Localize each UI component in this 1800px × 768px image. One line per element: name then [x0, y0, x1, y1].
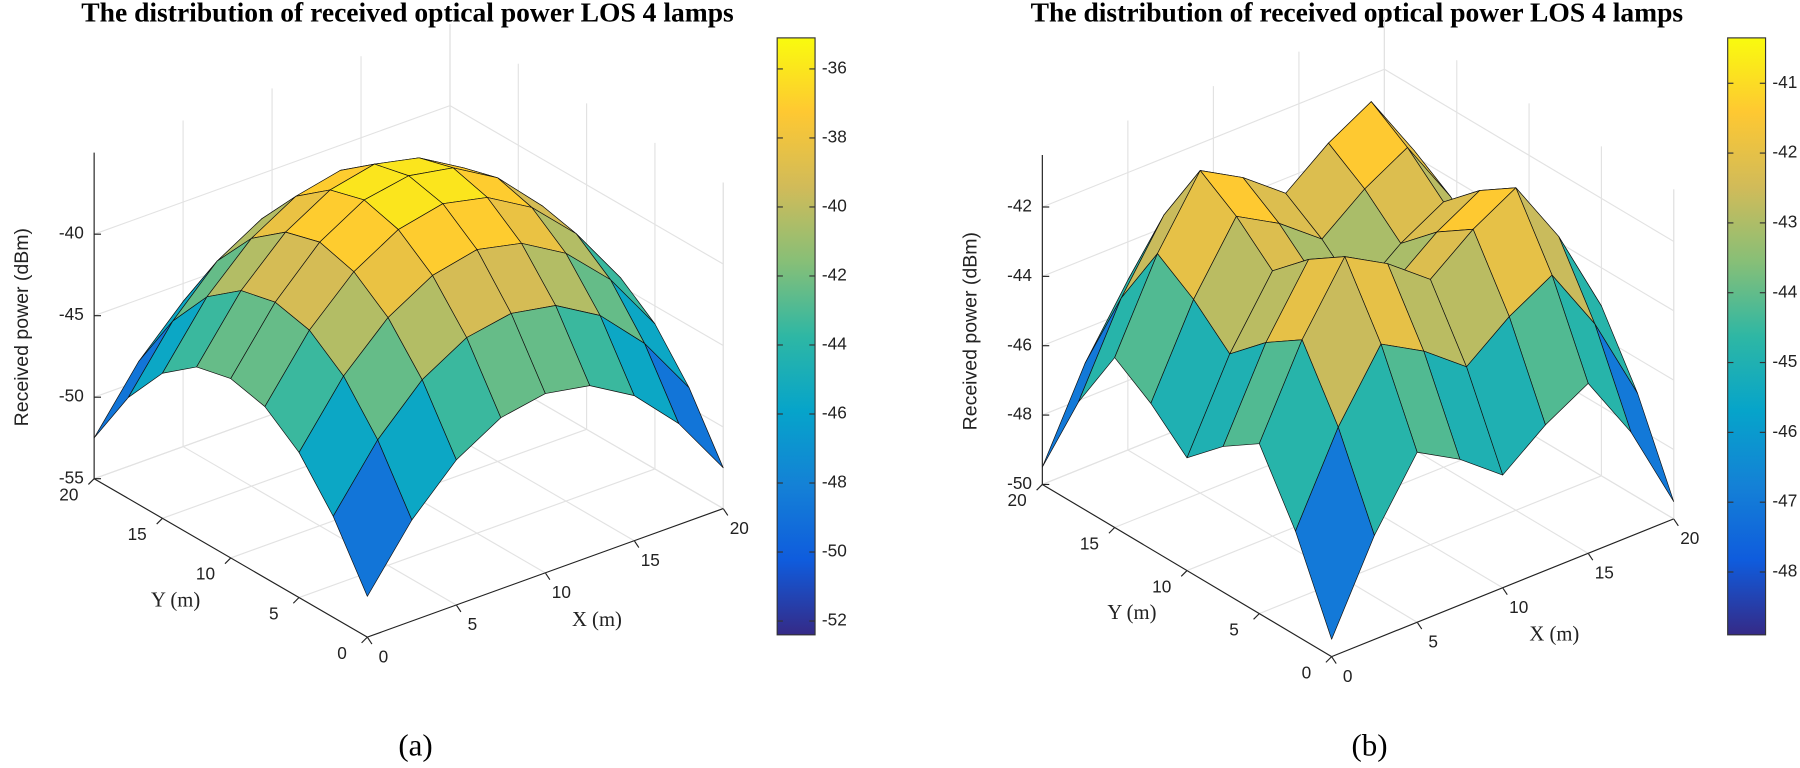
- caption: (a): [398, 728, 432, 763]
- y-tick: [1253, 613, 1260, 620]
- x-tick-label: 0: [1343, 666, 1353, 686]
- y-tick-label: 5: [269, 603, 279, 623]
- x-tick: [1416, 621, 1423, 630]
- colorbar-tick-label: -44: [1772, 281, 1797, 301]
- colorbar-tick-label: -45: [1772, 351, 1797, 371]
- y-tick-label: 5: [1229, 619, 1239, 639]
- y-tick-label: 15: [1080, 533, 1099, 553]
- colorbar-tick-label: -42: [822, 265, 847, 285]
- x-tick: [1331, 656, 1337, 664]
- grid-line: [1042, 68, 1385, 208]
- x-axis: [367, 508, 724, 638]
- x-axis: [1331, 518, 1674, 658]
- y-tick: [1036, 484, 1043, 491]
- surface-patch: [93, 320, 174, 439]
- y-tick: [156, 517, 163, 525]
- z-tick-label: -55: [59, 467, 84, 487]
- z-tick-label: -45: [59, 304, 84, 324]
- y-tick-label: 10: [196, 564, 215, 584]
- z-axis-label: Received power (dBm): [11, 228, 33, 426]
- y-tick: [224, 557, 232, 565]
- y-tick: [292, 597, 300, 604]
- y-axis: [93, 478, 368, 638]
- x-tick-label: 10: [552, 582, 571, 602]
- y-tick-label: 0: [1302, 662, 1312, 682]
- surface-patch: [1295, 426, 1375, 640]
- colorbar-tick-label: -40: [822, 196, 847, 216]
- x-tick-label: 0: [379, 646, 389, 666]
- colorbar-tick-label: -36: [822, 57, 847, 77]
- y-tick-label: 20: [59, 484, 78, 504]
- y-tick: [1108, 527, 1116, 534]
- colorbar-tick-label: -46: [1772, 421, 1797, 441]
- x-tick-label: 5: [468, 614, 478, 634]
- colorbar-tick-label: -38: [822, 126, 847, 146]
- x-axis-label: X (m): [572, 609, 622, 631]
- y-tick: [1325, 656, 1333, 663]
- x-tick: [1502, 587, 1508, 595]
- x-tick: [455, 604, 462, 613]
- y-axis-label: Y (m): [1107, 602, 1156, 624]
- colorbar-tick-label: -44: [822, 334, 847, 354]
- z-tick-label: -44: [1007, 265, 1032, 285]
- y-tick-label: 20: [1008, 490, 1027, 510]
- colorbar: [1727, 37, 1767, 636]
- z-tick-label: -42: [1007, 196, 1032, 216]
- x-tick-label: 10: [1509, 597, 1528, 617]
- colorbar-tick-label: -50: [822, 541, 847, 561]
- x-tick-label: 15: [641, 550, 660, 570]
- chart-title: The distribution of received optical pow…: [81, 0, 734, 27]
- y-tick-label: 10: [1152, 576, 1171, 596]
- surface-patch: [332, 439, 413, 597]
- colorbar-tick-label: -41: [1772, 72, 1797, 92]
- surface-patch: [1594, 323, 1675, 502]
- x-tick: [366, 636, 373, 645]
- x-tick: [722, 508, 729, 516]
- y-tick-label: 0: [337, 643, 347, 663]
- colorbar-tick-label: -48: [822, 472, 847, 492]
- colorbar-tick-label: -42: [1772, 142, 1797, 162]
- y-tick: [87, 478, 95, 485]
- x-tick-label: 20: [730, 518, 749, 538]
- y-axis: [1042, 483, 1332, 658]
- z-tick-label: -46: [1007, 334, 1032, 354]
- colorbar-tick-label: -43: [1772, 211, 1797, 231]
- colorbar-tick-label: -48: [1772, 561, 1797, 581]
- x-tick-label: 5: [1428, 631, 1438, 651]
- surface-patch: [1042, 297, 1122, 468]
- x-tick: [1587, 553, 1594, 561]
- y-tick: [1180, 570, 1188, 577]
- colorbar-tick-label: -46: [822, 403, 847, 423]
- grid-line: [93, 105, 451, 235]
- y-tick-label: 15: [128, 524, 147, 544]
- z-axis-label: Received power (dBm): [959, 232, 981, 430]
- colorbar-tick-label: -52: [822, 610, 847, 630]
- grid-line: [449, 105, 724, 265]
- x-tick: [1673, 518, 1679, 527]
- x-axis-label: X (m): [1529, 624, 1579, 646]
- x-tick: [544, 572, 551, 581]
- z-tick-label: -48: [1007, 404, 1032, 424]
- grid-line: [1384, 68, 1675, 242]
- z-tick-label: -50: [59, 386, 84, 406]
- y-tick: [361, 636, 368, 644]
- chart-title: The distribution of received optical pow…: [1031, 0, 1684, 27]
- colorbar: [776, 37, 816, 636]
- x-tick-label: 20: [1680, 528, 1699, 548]
- y-axis-label: Y (m): [151, 589, 200, 611]
- z-tick-label: -50: [1007, 473, 1032, 493]
- x-tick-label: 15: [1595, 563, 1614, 583]
- x-tick: [633, 540, 640, 548]
- z-tick-label: -40: [59, 223, 84, 243]
- caption: (b): [1351, 728, 1387, 763]
- colorbar-tick-label: -47: [1772, 491, 1797, 511]
